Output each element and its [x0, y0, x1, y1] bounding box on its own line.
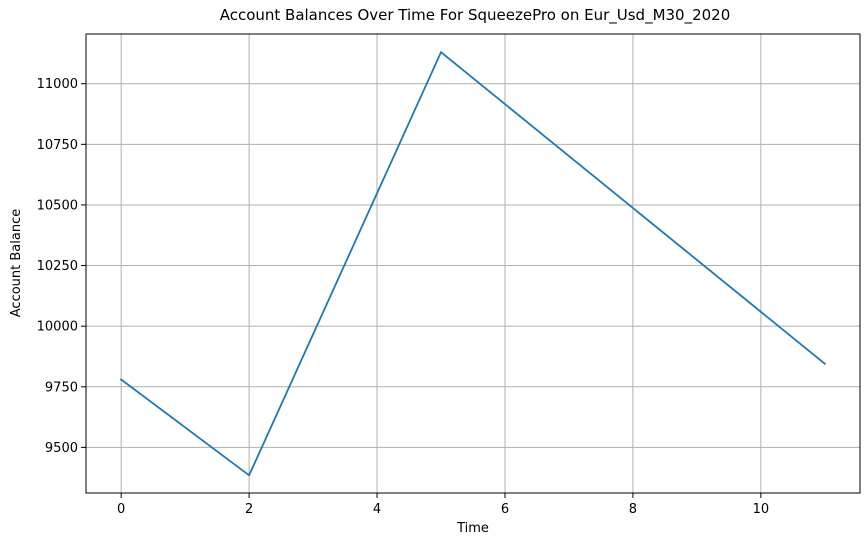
- x-tick-label: 2: [245, 502, 253, 517]
- x-tick-label: 8: [629, 502, 637, 517]
- series-line: [119, 51, 827, 477]
- x-tick-label: 6: [501, 502, 509, 517]
- chart-title: Account Balances Over Time For SqueezePr…: [220, 6, 731, 25]
- x-tick-label: 4: [373, 502, 381, 517]
- grid-lines: [86, 34, 860, 493]
- series-layer: [119, 51, 827, 477]
- x-axis-label: Time: [456, 521, 489, 536]
- data-point: [823, 362, 826, 365]
- data-point: [248, 474, 251, 477]
- y-tick-label: 10250: [37, 259, 78, 274]
- y-tick-label: 10750: [37, 138, 78, 153]
- y-tick-label: 9750: [45, 380, 78, 395]
- x-tick-label: 10: [753, 502, 770, 517]
- y-tick-label: 9500: [45, 441, 78, 456]
- data-point: [120, 378, 123, 381]
- data-point: [440, 51, 442, 54]
- axis-ticks: 0 2 4 6 8 10 9500 9750 10000 10250 10500 10750 11000: [37, 77, 769, 517]
- y-tick-label: 10500: [37, 198, 78, 213]
- x-tick-label: 0: [117, 502, 125, 517]
- y-tick-label: 10000: [37, 320, 78, 335]
- y-tick-label: 11000: [37, 77, 78, 92]
- plot-frame: [85, 33, 861, 494]
- y-axis-label: Account Balance: [9, 209, 24, 317]
